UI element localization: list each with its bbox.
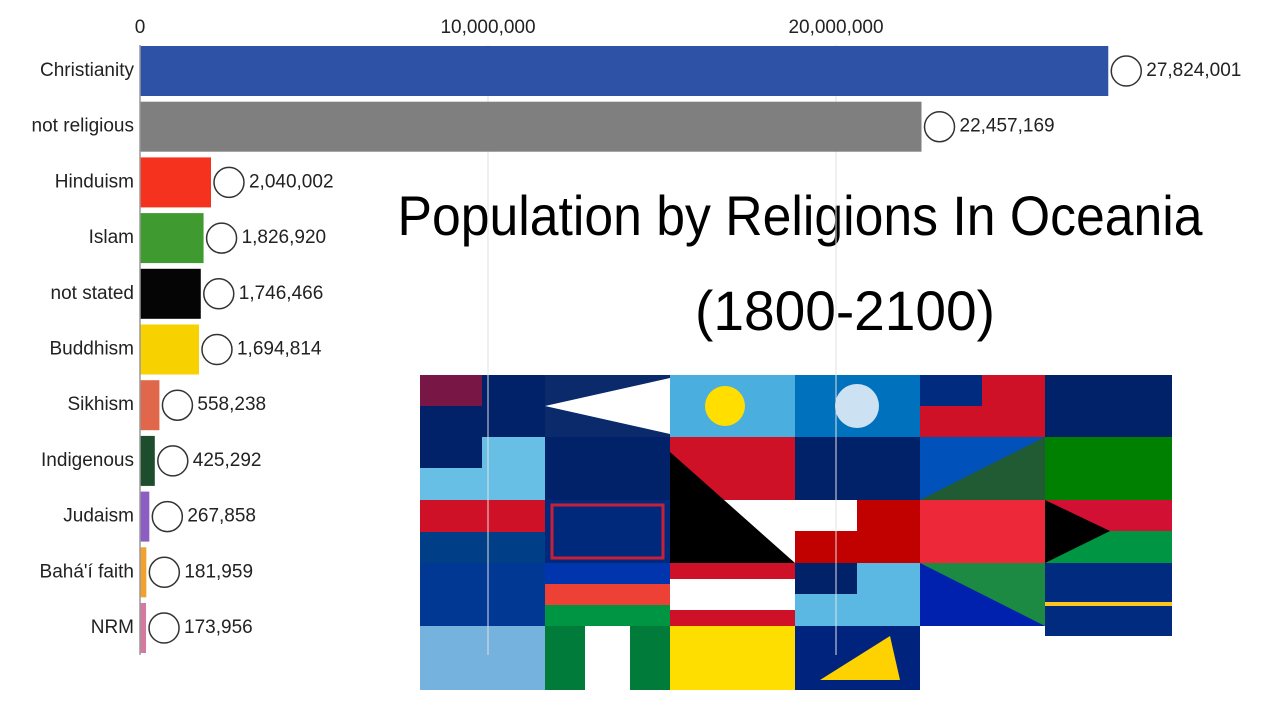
flag [670,626,795,690]
bar [140,268,201,319]
flag-canton [420,375,482,406]
bar-icon [923,110,956,143]
bar [140,380,160,431]
category-label: Indigenous [41,450,134,471]
flag [545,584,670,605]
value-label: 27,824,001 [1146,60,1241,81]
category-label: NRM [91,617,134,638]
category-label: Bahá'í faith [40,561,134,582]
flag [1045,563,1172,636]
value-label: 1,826,920 [242,227,327,248]
flag-canton [420,437,482,468]
bar-icon [201,333,233,366]
category-label: Hinduism [55,171,134,192]
flag-canton [795,563,857,594]
flag-canton [795,500,857,531]
flag-detail [420,532,545,563]
flag-detail [545,626,585,690]
flags-collage [420,375,1172,690]
bar [140,101,922,152]
flag [795,437,920,500]
value-label: 558,238 [197,394,266,415]
bar [140,435,155,486]
bar-icon [161,389,194,421]
chart-subtitle: (1800-2100) [695,279,995,342]
flag-detail [820,636,900,680]
flag [920,500,1045,563]
bar-icon [203,278,235,310]
flag-detail [670,579,795,610]
flag-detail [835,384,879,428]
value-label: 173,956 [184,617,253,638]
flag-detail [1045,500,1110,563]
bar-icon [148,556,181,589]
flag [545,605,670,626]
category-label: Christianity [40,60,134,81]
bar [140,46,1109,96]
bar-icon [157,445,189,477]
flag [420,626,545,690]
value-label: 425,292 [193,450,262,471]
bar [140,157,211,208]
flag-detail [670,452,795,563]
category-label: not religious [32,116,134,137]
flag [545,563,670,584]
flag-detail [1045,602,1172,606]
x-tick-label: 20,000,000 [788,17,883,38]
flag-detail [630,626,670,690]
flag-detail [705,386,745,426]
category-label: Sikhism [67,394,134,415]
category-label: Judaism [63,506,134,527]
flag [420,563,545,626]
flag-detail [550,503,665,560]
flag-detail [545,378,670,434]
flag-canton [920,375,982,406]
value-label: 1,746,466 [239,283,324,304]
bar [140,491,150,542]
value-label: 267,858 [187,506,256,527]
value-label: 1,694,814 [237,339,322,360]
bar [140,213,204,264]
bar-icon [148,612,180,644]
value-label: 2,040,002 [249,171,334,192]
x-tick-label: 10,000,000 [440,17,535,38]
bar-icon [151,500,184,533]
bar [140,547,147,598]
category-label: Islam [89,227,134,248]
x-tick-label: 0 [135,17,146,38]
value-label: 181,959 [184,561,253,582]
bar [140,603,147,653]
bar-icon [213,166,245,199]
flag [545,437,670,500]
category-label: Buddhism [50,339,135,360]
flag [1045,375,1172,437]
value-label: 22,457,169 [960,116,1055,137]
bar-icon [205,222,238,254]
bar [140,324,199,375]
flag-detail [920,437,1045,500]
flag-detail [920,563,1045,626]
category-label: not stated [51,283,134,304]
bar-icon [1110,55,1143,87]
chart-title: Population by Religions In Oceania [398,184,1204,247]
flag [1045,437,1172,500]
